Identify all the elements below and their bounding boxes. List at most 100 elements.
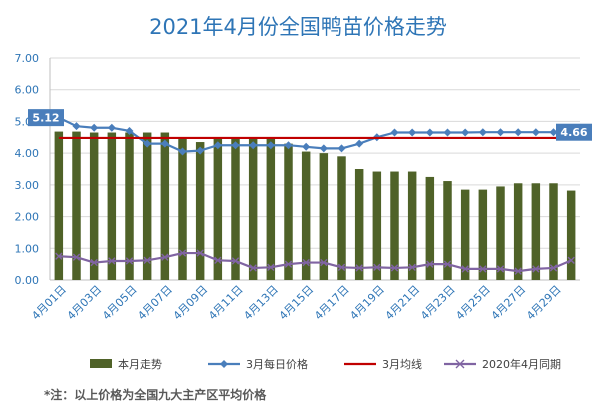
y-tick-label: 3.00 (15, 179, 40, 192)
x-point (302, 258, 310, 267)
diamond-point (302, 142, 311, 151)
bar (266, 138, 276, 280)
x-point (567, 256, 575, 265)
diamond-point (213, 141, 222, 150)
data-label: 4.66 (556, 123, 592, 141)
bar (443, 181, 452, 280)
bar (354, 169, 364, 280)
legend-label: 本月走势 (118, 357, 162, 371)
x-point (90, 258, 98, 267)
bar (372, 171, 382, 280)
diamond-point (160, 139, 169, 148)
x-point (108, 257, 116, 265)
chart-title: 2021年4月份全国鸭苗价格走势 (149, 15, 447, 39)
bar (566, 190, 576, 280)
diamond-point (266, 141, 275, 150)
x-point (549, 264, 558, 272)
bar (460, 189, 470, 280)
y-axis: 0.001.002.003.004.005.006.007.00 (15, 52, 51, 287)
x-point (390, 264, 399, 272)
bar (513, 183, 523, 280)
y-tick-label: 0.00 (15, 274, 40, 287)
x-point (514, 267, 522, 275)
diamond-point (425, 128, 434, 137)
diamond-point (107, 123, 116, 132)
data-label-text: 4.66 (560, 126, 587, 139)
data-labels: 5.12 4.66 (28, 109, 592, 141)
footnote: *注：以上价格为全国九大主产区平均价格 (44, 387, 267, 402)
legend-marker (455, 359, 465, 369)
y-tick-label: 7.00 (15, 52, 40, 65)
x-point (55, 252, 63, 260)
x-point (284, 260, 293, 268)
bar (195, 142, 205, 280)
diamond-point (355, 139, 364, 148)
x-point (267, 263, 275, 272)
bar (390, 171, 399, 280)
legend-swatch (90, 359, 112, 368)
grid (50, 57, 580, 281)
legend-item: 2020年4月同期 (444, 357, 561, 371)
bar (496, 186, 505, 280)
line-series (54, 113, 576, 275)
legend: 本月走势 3月每日价格 3月均线 2020年4月同期 (90, 357, 561, 371)
x-point (496, 265, 505, 273)
bar (72, 131, 81, 280)
diamond-point (284, 141, 293, 150)
x-point (373, 263, 381, 272)
bar (160, 132, 170, 280)
y-tick-label: 1.00 (15, 242, 40, 255)
bar-series-current-month (54, 131, 576, 280)
bar (337, 156, 346, 280)
bar (531, 183, 541, 280)
bar (89, 132, 99, 280)
series-line (58, 251, 572, 273)
x-point (461, 265, 469, 273)
line-series-group (54, 113, 576, 156)
bar (478, 189, 488, 280)
bar (178, 138, 187, 280)
diamond-point (337, 144, 346, 153)
diamond-point (249, 141, 258, 150)
diamond-point (531, 128, 540, 137)
diamond-point (478, 128, 487, 137)
x-point (532, 265, 540, 273)
x-point (231, 257, 240, 265)
diamond-point (178, 147, 187, 156)
x-point (196, 249, 204, 257)
line-series-group (55, 249, 575, 275)
bar (231, 138, 240, 280)
x-point (214, 256, 222, 265)
diamond-point (90, 123, 99, 132)
data-label: 5.12 (28, 109, 64, 127)
diamond-point (443, 128, 452, 137)
bar (319, 153, 329, 280)
diamond-point (496, 128, 505, 137)
bar (301, 151, 311, 280)
y-tick-label: 2.00 (15, 211, 40, 224)
x-point (426, 260, 434, 268)
diamond-point (549, 128, 558, 137)
x-point (355, 264, 363, 272)
bar (142, 132, 152, 280)
diamond-point (408, 128, 417, 137)
bar (125, 132, 134, 280)
x-point (143, 256, 151, 265)
bar (213, 138, 223, 280)
diamond-point (143, 139, 152, 148)
legend-item: 3月均线 (344, 357, 422, 371)
x-point (72, 253, 81, 261)
diamond-point (461, 128, 470, 137)
bar (407, 171, 417, 280)
bar (425, 176, 435, 280)
diamond-point (125, 126, 134, 135)
diamond-point (319, 144, 328, 153)
legend-label: 2020年4月同期 (482, 357, 561, 371)
y-tick-label: 4.00 (15, 147, 40, 160)
x-point (443, 260, 452, 268)
data-label-box (28, 109, 64, 127)
legend-label: 3月每日价格 (246, 357, 308, 371)
x-point (320, 258, 328, 267)
